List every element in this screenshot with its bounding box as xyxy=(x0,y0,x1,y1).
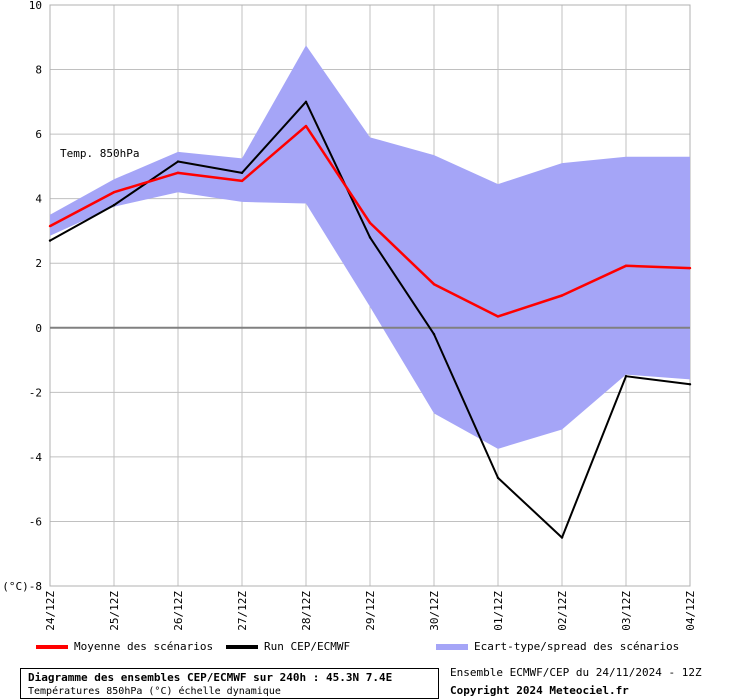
legend-run: Run CEP/ECMWF xyxy=(226,640,350,653)
series-0-point-6 xyxy=(432,283,436,286)
chart-annotation: Temp. 850hPa xyxy=(60,147,139,160)
series-1-point-3 xyxy=(240,171,244,175)
legend-spread-label: Ecart-type/spread des scénarios xyxy=(474,640,680,653)
x-tick-label-3: 27/12Z xyxy=(236,591,249,631)
y-tick-label-2: 6 xyxy=(35,128,42,141)
spread-band-area xyxy=(50,45,690,449)
series-0-point-0 xyxy=(48,224,52,228)
x-tick-label-2: 26/12Z xyxy=(172,591,185,631)
series-1-point-8 xyxy=(560,536,564,539)
series-1-point-4 xyxy=(304,100,308,104)
y-tick-label-1: 8 xyxy=(35,64,42,77)
x-tick-label-6: 30/12Z xyxy=(428,591,441,631)
y-tick-label-9: (°C)-8 xyxy=(2,580,42,593)
x-tick-label-4: 28/12Z xyxy=(300,591,313,631)
series-1-point-10 xyxy=(688,383,692,386)
y-tick-label-8: -6 xyxy=(29,515,42,528)
y-axis-ticks: 10 8 6 4 2 0 -2 -4 -6 (°C)-8 xyxy=(2,0,42,593)
series-lines xyxy=(48,100,692,539)
series-0-point-2 xyxy=(176,171,180,175)
y-tick-label-4: 2 xyxy=(35,257,42,270)
series-0-point-8 xyxy=(560,294,564,297)
copyright: Copyright 2024 Meteociel.fr xyxy=(450,684,629,697)
series-0-point-7 xyxy=(496,315,500,318)
x-tick-label-5: 29/12Z xyxy=(364,591,377,631)
y-tick-label-3: 4 xyxy=(35,193,42,206)
series-1-point-1 xyxy=(112,203,116,207)
y-tick-label-0: 10 xyxy=(29,0,42,12)
run-info: Ensemble ECMWF/CEP du 24/11/2024 - 12Z xyxy=(450,666,702,679)
x-tick-label-10: 04/12Z xyxy=(684,591,697,631)
series-1-point-2 xyxy=(176,160,180,163)
x-tick-label-1: 25/12Z xyxy=(108,591,121,631)
legend-spread-swatch xyxy=(436,644,468,650)
spread-band xyxy=(50,45,690,449)
y-tick-label-7: -4 xyxy=(29,451,43,464)
chart-title: Diagramme des ensembles CEP/ECMWF sur 24… xyxy=(28,671,393,684)
legend-mean-label: Moyenne des scénarios xyxy=(74,640,214,653)
legend-run-label: Run CEP/ECMWF xyxy=(264,640,351,653)
legend-run-swatch xyxy=(226,645,258,649)
series-0-point-1 xyxy=(112,191,116,194)
x-tick-label-0: 24/12Z xyxy=(44,591,57,631)
x-tick-label-9: 03/12Z xyxy=(620,591,633,631)
legend-mean-swatch xyxy=(36,645,68,649)
series-1-point-6 xyxy=(432,333,436,336)
series-1-point-5 xyxy=(368,236,372,239)
series-0-point-4 xyxy=(304,124,308,128)
y-tick-label-6: -2 xyxy=(29,386,42,399)
series-1-point-0 xyxy=(48,239,52,242)
x-tick-label-7: 01/12Z xyxy=(492,591,505,631)
series-1-point-9 xyxy=(624,374,628,378)
series-0-point-9 xyxy=(624,264,628,268)
chart-subtitle: Températures 850hPa (°C) échelle dynamiq… xyxy=(28,686,281,697)
series-0-point-10 xyxy=(688,266,692,270)
title-box: Diagramme des ensembles CEP/ECMWF sur 24… xyxy=(20,668,439,699)
x-tick-label-8: 02/12Z xyxy=(556,591,569,631)
legend-mean: Moyenne des scénarios xyxy=(36,640,213,653)
y-tick-label-5: 0 xyxy=(35,322,42,335)
series-0-point-5 xyxy=(368,221,372,225)
x-axis-ticks: 24/12Z 25/12Z 26/12Z 27/12Z 28/12Z 29/12Z 30/1… xyxy=(44,591,697,631)
series-1-point-7 xyxy=(496,476,500,480)
legend-spread: Ecart-type/spread des scénarios xyxy=(436,640,679,653)
series-0-point-3 xyxy=(240,179,244,183)
